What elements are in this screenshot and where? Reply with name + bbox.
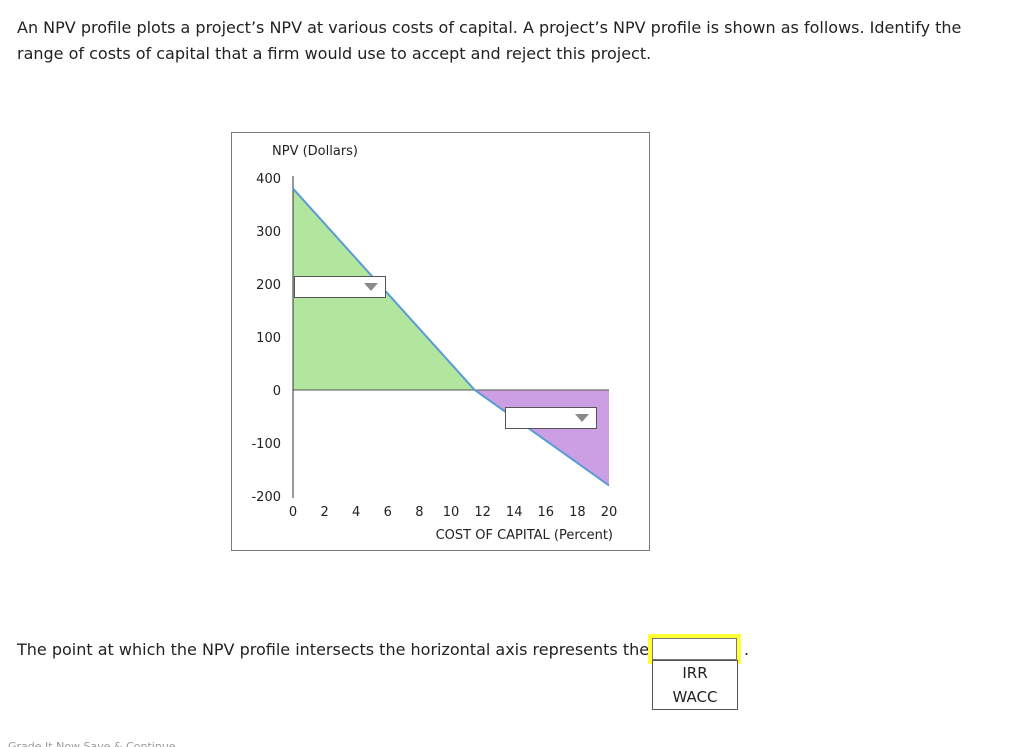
- footer-text: Grade It Now Save & Continue: [8, 741, 198, 747]
- question-text: An NPV profile plots a project’s NPV at …: [17, 18, 962, 63]
- statement-text: The point at which the NPV profile inter…: [17, 640, 650, 659]
- y-tick-label: -200: [251, 490, 281, 505]
- statement-period: .: [744, 640, 750, 659]
- y-tick-label: 100: [256, 331, 281, 346]
- x-tick-label: 16: [538, 505, 555, 520]
- x-tick-label: 14: [506, 505, 523, 520]
- y-tick-label: 0: [273, 384, 281, 399]
- option-wacc[interactable]: WACC: [672, 688, 718, 706]
- reject-range-dropdown[interactable]: [505, 407, 597, 429]
- chevron-down-icon: [364, 283, 378, 291]
- x-tick-label: 4: [352, 505, 360, 520]
- x-tick-label: 20: [601, 505, 618, 520]
- chevron-down-icon: [575, 414, 589, 422]
- x-tick-label: 0: [289, 505, 297, 520]
- x-tick-label: 2: [320, 505, 328, 520]
- answer-dropdown[interactable]: [648, 634, 741, 664]
- accept-range-dropdown[interactable]: [294, 276, 386, 298]
- y-tick-label: 400: [256, 172, 281, 187]
- option-irr[interactable]: IRR: [682, 664, 708, 682]
- x-tick-label: 6: [384, 505, 392, 520]
- answer-options-list: IRR WACC: [652, 660, 738, 710]
- y-tick-label: -100: [251, 437, 281, 452]
- answer-dropdown-field[interactable]: [652, 638, 737, 660]
- npv-profile-chart: 400 300 200 100 0 -100 -200 0 2 4 6 8 10 12 14 16 18 20 NP…: [231, 132, 650, 551]
- x-tick-label: 18: [569, 505, 586, 520]
- x-tick-label: 8: [415, 505, 423, 520]
- x-tick-label: 10: [443, 505, 460, 520]
- x-axis-title: COST OF CAPITAL (Percent): [436, 528, 613, 543]
- x-tick-label: 12: [474, 505, 491, 520]
- y-tick-label: 200: [256, 278, 281, 293]
- npv-chart-svg: 400 300 200 100 0 -100 -200 0 2 4 6 8 10 12 14 16 18 20 NP…: [251, 144, 618, 543]
- y-axis-title: NPV (Dollars): [272, 144, 358, 159]
- y-tick-label: 300: [256, 225, 281, 240]
